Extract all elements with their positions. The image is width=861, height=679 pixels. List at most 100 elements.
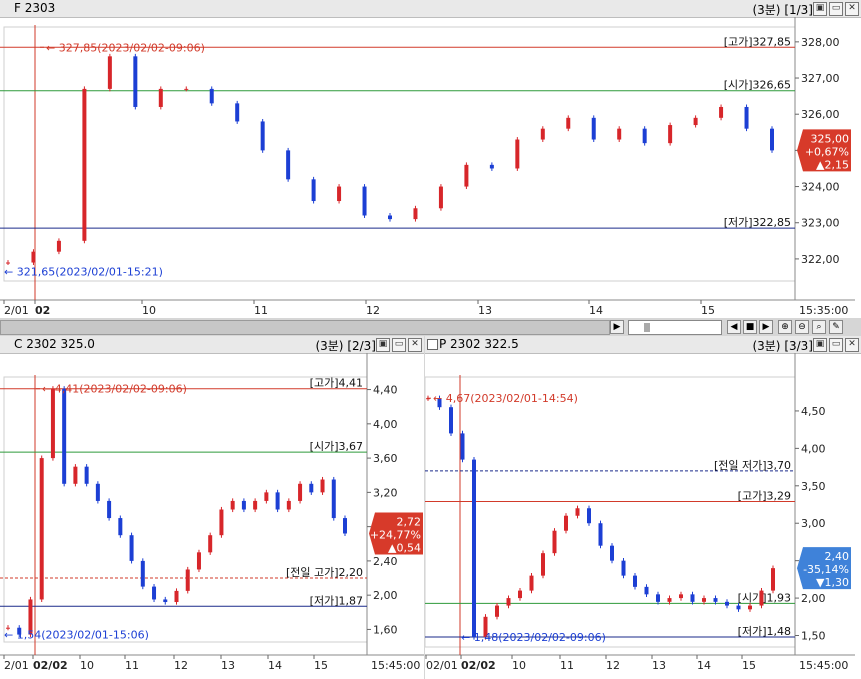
candle [185, 569, 190, 591]
y-tick-label: 3,60 [373, 452, 398, 465]
candle [413, 208, 418, 220]
next-icon[interactable]: ▶ [759, 320, 773, 334]
high-label: [고가]327,85 [724, 35, 791, 48]
plot-area [3, 26, 796, 282]
chart-scroll-toolbar: ▶ ◀ ■ ▶ ⊕ ⊖ ⌕ ✎ [0, 318, 861, 335]
x-tick-label: 02 [35, 304, 50, 317]
candle [518, 590, 522, 599]
candle [6, 627, 10, 629]
y-tick-label: 4,50 [801, 405, 826, 418]
settings-icon[interactable]: ▣ [376, 338, 390, 352]
close-icon[interactable]: ✕ [845, 2, 859, 16]
prev-high-label: [전일 고가]2,20 [286, 565, 363, 579]
chart-interval-page: (3분) [3/3] [752, 339, 813, 353]
chart-title: F 2303 [14, 1, 56, 15]
candle [598, 523, 603, 546]
candle [690, 594, 695, 602]
panel-checkbox[interactable] [427, 339, 438, 350]
x-tick-label: 02/02 [33, 659, 68, 672]
zoom-slider[interactable] [628, 320, 722, 335]
candle [264, 492, 269, 501]
stop-icon[interactable]: ■ [743, 320, 757, 334]
y-tick-label: 3,00 [801, 517, 826, 530]
candle [575, 508, 580, 516]
candle [343, 518, 347, 534]
candle [564, 515, 568, 531]
candle [771, 568, 775, 591]
candle [693, 117, 698, 126]
candle [489, 164, 494, 169]
x-tick-label: 02/01 [426, 659, 458, 672]
maximize-icon[interactable]: ▭ [392, 338, 406, 352]
x-tick-label: 10 [142, 304, 156, 317]
put-option-chart-panel: P 2302 322.5 (3분) [3/3] ▣ ▭ ✕ 4,50 4,00 3,… [425, 336, 861, 679]
close-icon[interactable]: ✕ [845, 338, 859, 352]
current-price: 325,00 [811, 132, 850, 145]
panel-title-bar: C 2302 325.0 (3분) [2/3] ▣ ▭ ✕ [0, 336, 424, 354]
x-tick-label: 14 [589, 304, 603, 317]
candle [152, 586, 157, 600]
scroll-right-icon[interactable]: ▶ [610, 320, 624, 334]
futures-chart[interactable]: 328,00 327,00 326,00 325,00 324,00 323,00 322,… [0, 17, 861, 318]
candle [337, 186, 342, 202]
settings-icon[interactable]: ▣ [813, 338, 827, 352]
candle [656, 594, 660, 602]
candle [158, 88, 163, 107]
candle [736, 605, 741, 610]
chart-interval-page: (3분) [2/3] [315, 339, 376, 353]
low-label: [저가]1,87 [310, 594, 363, 607]
open-label: [시가]1,93 [738, 591, 791, 604]
x-tick-label: 2/01 [4, 659, 29, 672]
high-label: [고가]4,41 [310, 377, 363, 390]
tool-icon[interactable]: ✎ [829, 320, 843, 334]
candle [253, 500, 258, 510]
candle [260, 121, 265, 151]
zoom-in-icon[interactable]: ⊕ [778, 320, 792, 334]
call-option-chart[interactable]: 4,404,003,603,202,802,402,001,602/0102/0… [0, 353, 424, 679]
candle [320, 479, 325, 493]
chart-title: C 2302 325.0 [14, 337, 95, 351]
candle [140, 560, 145, 587]
x-tick-label: 11 [254, 304, 268, 317]
candle [311, 179, 316, 202]
y-tick-label: 4,00 [801, 442, 826, 455]
candle [235, 103, 240, 122]
settings-icon[interactable]: ▣ [813, 2, 827, 16]
candle [529, 575, 534, 591]
open-label: [시가]326,65 [724, 79, 791, 92]
candle [702, 598, 706, 602]
candle [748, 605, 752, 610]
x-tick-label: 2/01 [4, 304, 29, 317]
horizontal-scrollbar[interactable] [0, 320, 610, 335]
change-value: ▲0,54 [388, 541, 421, 554]
candle [309, 483, 314, 493]
high-annotation: ← 4,67(2023/02/01-14:54) [433, 392, 578, 405]
zoom-out-icon[interactable]: ⊖ [795, 320, 809, 334]
x-tick-label: 11 [560, 659, 574, 672]
candle [286, 150, 291, 180]
x-tick-label: 14 [268, 659, 282, 672]
x-tick-label: 13 [478, 304, 492, 317]
low-annotation: ← 321,65(2023/02/01-15:21) [4, 266, 163, 279]
current-price: 2,40 [825, 550, 850, 563]
prev-icon[interactable]: ◀ [727, 320, 741, 334]
panel-title-bar: F 2303 (3분) [1/3] ▣ ▭ ✕ [0, 0, 861, 18]
candle [464, 164, 469, 187]
candle [713, 598, 718, 602]
candle [95, 483, 100, 501]
candle [679, 594, 683, 599]
plot-area [425, 376, 796, 648]
search-icon[interactable]: ⌕ [812, 320, 826, 334]
change-value: ▼1,30 [816, 576, 849, 589]
candle [495, 605, 499, 617]
x-tick-label: 11 [125, 659, 139, 672]
close-icon[interactable]: ✕ [408, 338, 422, 352]
x-tick-label: 13 [221, 659, 235, 672]
prev-low-label: [전일 저가]3,70 [714, 458, 791, 472]
maximize-icon[interactable]: ▭ [829, 338, 843, 352]
y-tick-label: 3,20 [373, 486, 398, 499]
candle [644, 586, 649, 595]
candle [118, 518, 123, 536]
maximize-icon[interactable]: ▭ [829, 2, 843, 16]
put-option-chart[interactable]: 4,504,003,503,002,502,001,5002/0102/0210… [425, 353, 861, 679]
